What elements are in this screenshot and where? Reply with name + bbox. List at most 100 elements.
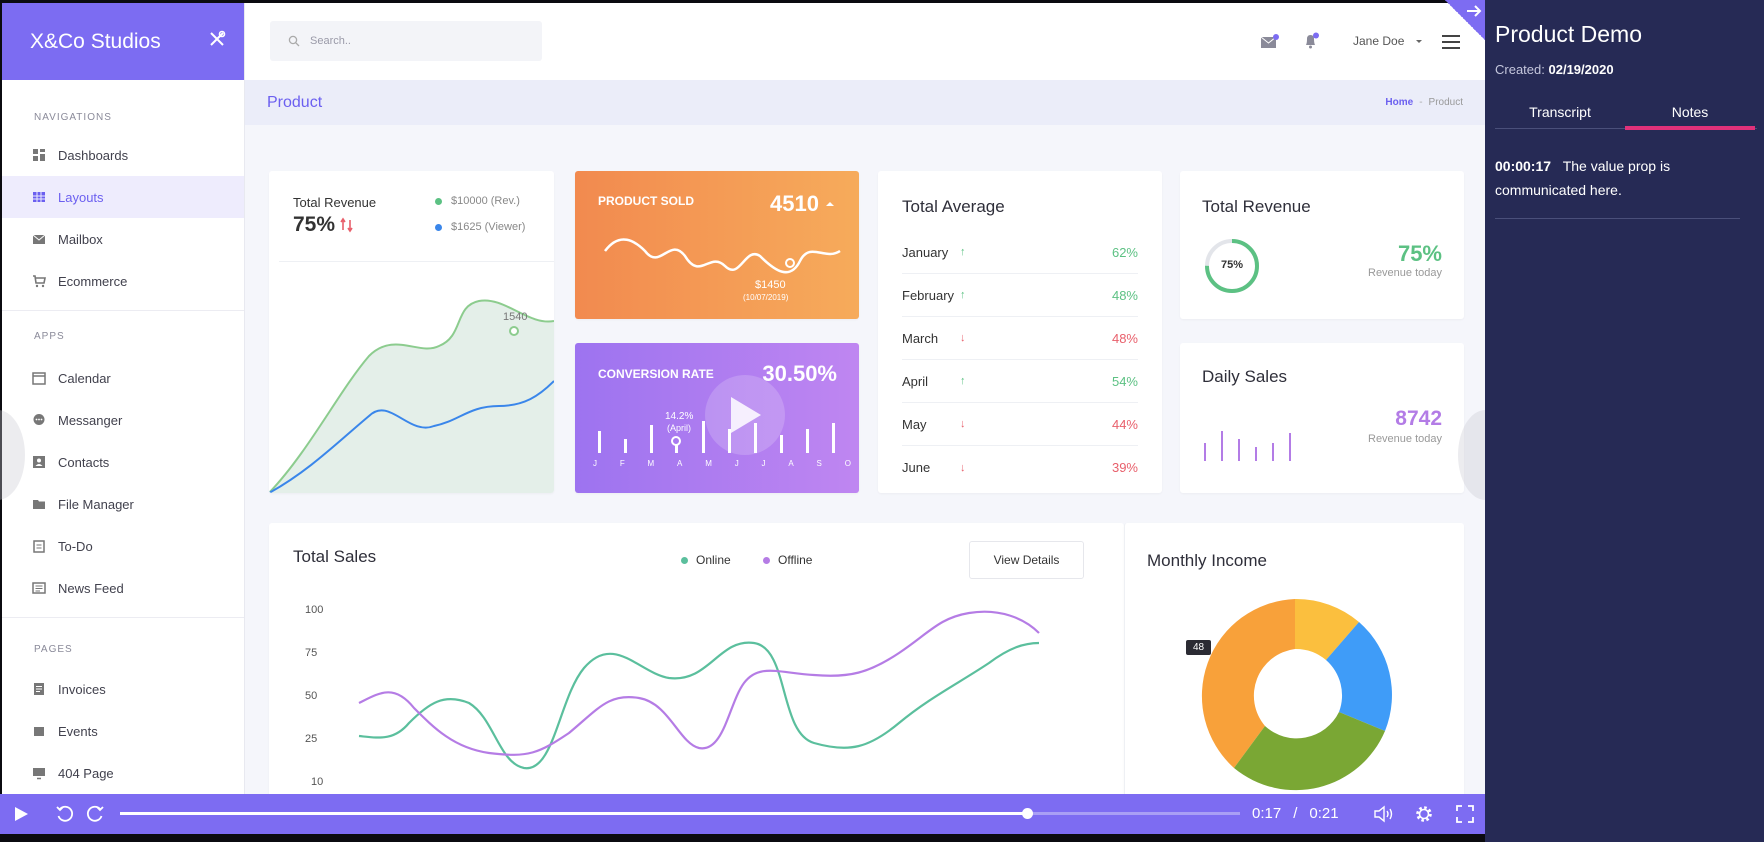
top-bar: Search.. Jane Doe bbox=[245, 3, 1485, 80]
events-icon bbox=[34, 727, 44, 736]
view-details-button[interactable]: View Details bbox=[969, 541, 1084, 579]
sidebar-label: Layouts bbox=[58, 189, 104, 205]
sidebar-label: 404 Page bbox=[58, 765, 114, 781]
breadcrumb-home[interactable]: Home bbox=[1385, 97, 1414, 108]
month-label: January bbox=[902, 244, 949, 260]
sidebar-label: Messanger bbox=[58, 412, 123, 428]
month-axis: J F M A M J J A S O bbox=[593, 459, 851, 468]
play-icon[interactable] bbox=[12, 805, 30, 823]
card-title: Total Average bbox=[902, 197, 1005, 216]
revenue-today-value: 75% bbox=[1397, 241, 1442, 266]
month-tick: F bbox=[619, 459, 625, 468]
sidebar: X&Co Studios NAVIGATIONS Dashboards Layo… bbox=[2, 3, 245, 794]
folder-icon bbox=[33, 500, 45, 509]
month-label: February bbox=[902, 287, 955, 303]
sidebar-label: Events bbox=[58, 723, 98, 739]
nav-section-apps: APPS bbox=[34, 331, 65, 342]
created-label: Created: bbox=[1495, 62, 1545, 77]
calendar-icon bbox=[32, 372, 46, 385]
progress-track[interactable] bbox=[120, 808, 1240, 819]
point-label: 1540 bbox=[503, 311, 528, 323]
y-tick: 100 bbox=[305, 604, 324, 616]
notes-panel: Product Demo Created: 02/19/2020 Transcr… bbox=[1485, 0, 1764, 842]
note-entry[interactable]: 00:00:17 The value prop is communicated … bbox=[1495, 154, 1740, 202]
data-point bbox=[509, 326, 519, 336]
search-input[interactable]: Search.. bbox=[270, 21, 542, 61]
rewind-icon[interactable] bbox=[55, 804, 75, 824]
bar bbox=[598, 431, 601, 453]
bar bbox=[780, 435, 783, 453]
breadcrumb-current: Product bbox=[1428, 97, 1463, 108]
user-menu[interactable]: Jane Doe bbox=[1353, 34, 1424, 48]
mail-icon[interactable] bbox=[1260, 34, 1279, 54]
video-stage: X&Co Studios NAVIGATIONS Dashboards Layo… bbox=[0, 0, 1485, 842]
collapse-corner[interactable] bbox=[1445, 0, 1485, 40]
conversion-bar-chart bbox=[598, 421, 835, 453]
card-label: PRODUCT SOLD bbox=[598, 194, 694, 208]
revenue-ring bbox=[1205, 239, 1259, 293]
sidebar-item-messanger[interactable]: Messanger bbox=[2, 399, 244, 441]
panel-title: Product Demo bbox=[1495, 21, 1643, 47]
sidebar-label: Ecommerce bbox=[58, 273, 128, 289]
fullscreen-icon[interactable] bbox=[1455, 804, 1475, 824]
sidebar-item-news-feed[interactable]: News Feed bbox=[2, 567, 244, 609]
product-sold-sparkline bbox=[604, 238, 841, 274]
donut-slice-orange bbox=[1201, 599, 1295, 768]
product-sold-value: 4510 bbox=[770, 191, 836, 217]
layout-icon bbox=[33, 192, 45, 202]
active-tab-indicator bbox=[1625, 126, 1755, 130]
arrow-up-icon: ↑ bbox=[960, 289, 966, 301]
bar bbox=[1255, 447, 1257, 461]
forward-icon[interactable] bbox=[85, 804, 105, 824]
current-time: 0:17 bbox=[1252, 805, 1282, 822]
up-down-arrows-icon bbox=[340, 217, 353, 233]
pct-value: 54% bbox=[1111, 373, 1138, 389]
y-tick: 25 bbox=[305, 733, 318, 745]
sidebar-item-file-manager[interactable]: File Manager bbox=[2, 483, 244, 525]
sidebar-item-calendar[interactable]: Calendar bbox=[2, 357, 244, 399]
progress-handle[interactable] bbox=[1022, 808, 1034, 819]
sidebar-label: Contacts bbox=[58, 454, 110, 470]
bar bbox=[675, 445, 678, 453]
sidebar-item-ecommerce[interactable]: Ecommerce bbox=[2, 260, 244, 302]
arrow-up-icon: ↑ bbox=[960, 375, 966, 387]
month-tick: A bbox=[677, 459, 683, 468]
sidebar-item-invoices[interactable]: Invoices bbox=[2, 668, 244, 710]
list-item: June ↓ 39% bbox=[902, 446, 1138, 489]
card-title: Total Sales bbox=[293, 547, 377, 566]
sidebar-item-dashboards[interactable]: Dashboards bbox=[2, 134, 244, 176]
legend-offline: Offline bbox=[763, 553, 812, 567]
bell-icon[interactable] bbox=[1302, 32, 1320, 55]
divider bbox=[2, 617, 244, 618]
sidebar-item-mailbox[interactable]: Mailbox bbox=[2, 218, 244, 260]
nav-section-pages: PAGES bbox=[34, 644, 73, 655]
bar bbox=[650, 425, 653, 453]
play-overlay-button[interactable] bbox=[705, 375, 785, 455]
user-name: Jane Doe bbox=[1353, 34, 1405, 48]
sidebar-item-events[interactable]: Events bbox=[2, 710, 244, 752]
sidebar-item-layouts[interactable]: Layouts bbox=[2, 176, 244, 218]
conversion-rate-card: CONVERSION RATE 30.50% 14.2% (April) J F… bbox=[575, 343, 859, 493]
sidebar-item-404[interactable]: 404 Page bbox=[2, 752, 244, 794]
created-line: Created: 02/19/2020 bbox=[1495, 62, 1614, 77]
product-sold-card: PRODUCT SOLD 4510 $1450 (10/07/2019) bbox=[575, 171, 859, 319]
tools-icon[interactable] bbox=[208, 30, 226, 54]
pct-value: 62% bbox=[1111, 244, 1138, 260]
sidebar-item-contacts[interactable]: Contacts bbox=[2, 441, 244, 483]
donut-badge: 48 bbox=[1186, 640, 1212, 655]
note-timestamp[interactable]: 00:00:17 bbox=[1495, 158, 1552, 174]
tab-notes[interactable]: Notes bbox=[1671, 104, 1709, 120]
month-tick: O bbox=[844, 459, 851, 468]
settings-gear-icon[interactable] bbox=[1414, 804, 1434, 824]
daily-sales-card: Daily Sales 8742 Revenue today bbox=[1180, 343, 1464, 493]
legend-label: $10000 (Rev.) bbox=[451, 195, 520, 207]
volume-icon[interactable] bbox=[1373, 805, 1395, 823]
contacts-icon bbox=[33, 456, 45, 468]
card-title: Total Revenue bbox=[1202, 197, 1311, 216]
legend-viewer: $1625 (Viewer) bbox=[435, 221, 525, 233]
tab-transcript[interactable]: Transcript bbox=[1529, 104, 1591, 120]
donut-slice-blue bbox=[1326, 622, 1392, 731]
chat-icon bbox=[33, 414, 45, 425]
data-point bbox=[671, 436, 681, 446]
sidebar-item-todo[interactable]: To-Do bbox=[2, 525, 244, 567]
